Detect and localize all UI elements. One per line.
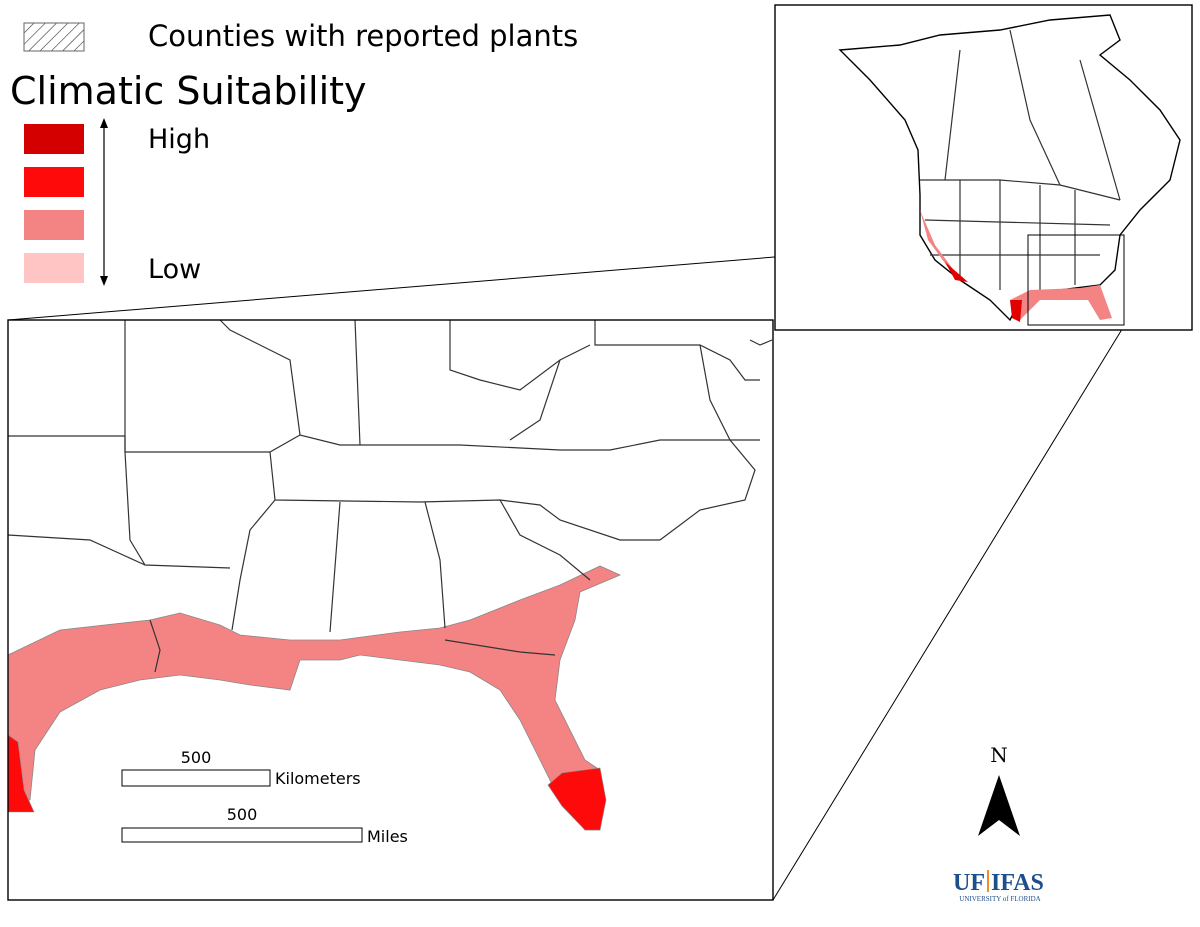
scale-value: 500 — [227, 805, 258, 824]
hatch-label: Counties with reported plants — [148, 19, 578, 53]
swatch-high — [24, 124, 84, 154]
scale-bar-km — [121, 769, 271, 787]
scale-unit: Miles — [367, 827, 408, 846]
scale-value: 500 — [181, 748, 212, 767]
inset-map — [774, 4, 1193, 331]
north-label: N — [990, 743, 1008, 767]
logo-left: UF — [953, 870, 985, 896]
scale-unit: Kilometers — [275, 769, 361, 788]
gradient-arrow — [100, 118, 108, 286]
logo-right: IFAS — [991, 870, 1044, 896]
swatch-mid-low — [24, 210, 84, 240]
legend-low: Low — [148, 254, 201, 285]
hatch-swatch — [23, 22, 85, 52]
swatch-low — [24, 253, 84, 283]
main-map — [7, 319, 774, 901]
legend-high: High — [148, 124, 210, 155]
logo-subtitle: UNIVERSITY of FLORIDA — [959, 895, 1040, 903]
scale-bar-mi — [121, 827, 363, 843]
north-arrow — [978, 775, 1020, 836]
legend-title: Climatic Suitability — [10, 69, 367, 113]
zoom-line — [772, 325, 1125, 901]
swatch-mid-high — [24, 167, 84, 197]
